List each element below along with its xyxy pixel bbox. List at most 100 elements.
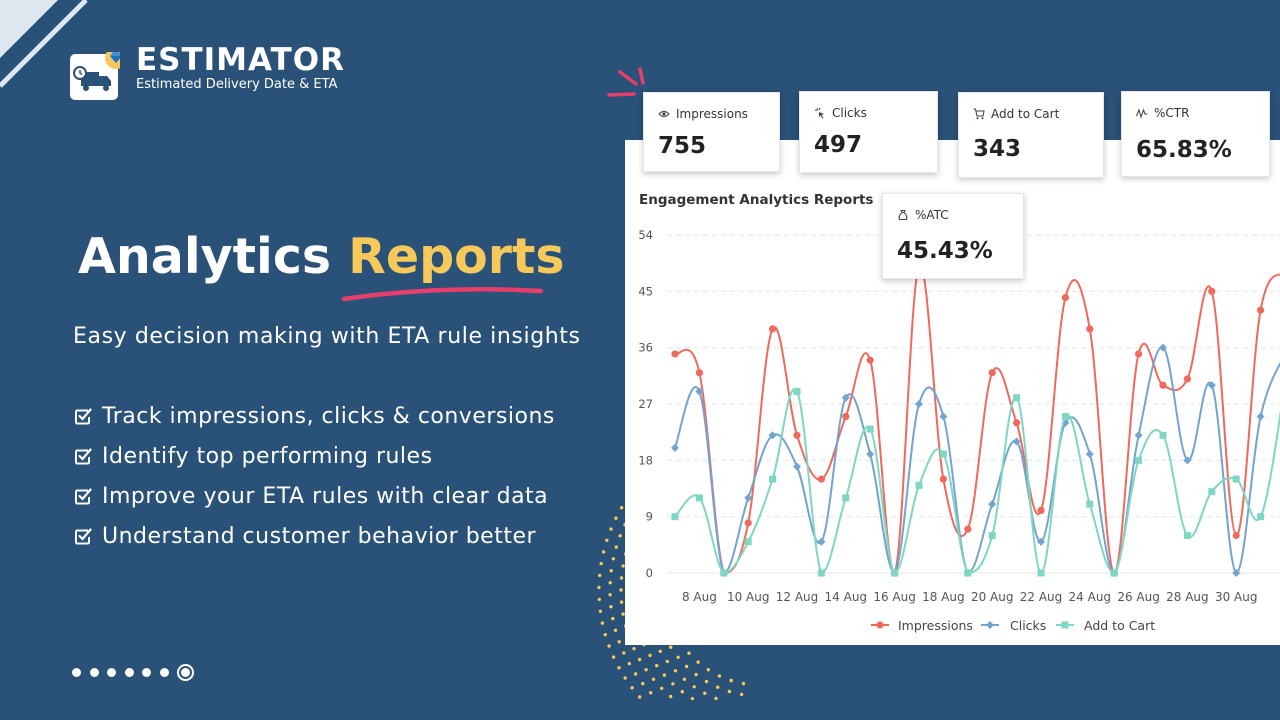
brand: ESTIMATOR Estimated Delivery Date & ETA [70,42,345,102]
data-point-add_to_cart [1110,569,1118,577]
y-tick-label: 27 [638,397,653,411]
decorative-dot [690,697,695,700]
decorative-dot [609,569,613,573]
y-tick-label: 9 [646,510,653,524]
pager-dot[interactable] [107,668,116,677]
y-tick-label: 0 [646,566,653,580]
feature-text: Track impressions, clicks & conversions [102,403,555,429]
data-point-clicks [1134,431,1143,440]
checkbox-check-icon [75,448,92,465]
data-point-add_to_cart [817,569,825,577]
stat-label: Add to Cart [991,107,1060,121]
decorative-dot [717,674,722,678]
decorative-dot [665,659,669,664]
decorative-dot [660,686,664,690]
feature-text: Identify top performing rules [102,443,433,469]
pager-dot[interactable] [159,668,169,677]
checkbox-check-icon [75,408,92,425]
y-tick-label: 45 [638,284,653,298]
stat-card-impressions: Impressions 755 [643,92,780,172]
decorative-dot [614,516,618,520]
stat-card-add-to-cart: Add to Cart 343 [958,92,1104,178]
y-tick-label: 18 [638,453,653,467]
data-point-impressions [695,369,703,377]
feature-item: Understand customer behavior better [73,516,555,556]
decorative-dot [632,647,636,651]
decorative-dot [658,649,662,653]
decorative-dot [671,682,675,686]
pager-dot[interactable] [142,668,151,677]
data-point-add_to_cart [671,513,679,521]
data-point-add_to_cart [744,538,752,546]
pager-dot[interactable] [89,668,99,677]
stat-value: 343 [973,136,1022,162]
decorative-dot [611,655,616,659]
stat-card-atc: %ATC 45.43% [882,193,1024,279]
stat-label: Clicks [832,106,867,120]
data-point-clicks [817,537,826,546]
decorative-dot [599,561,603,566]
data-point-add_to_cart [1159,431,1167,439]
decorative-dot [641,681,645,686]
subtitle: Easy decision making with ETA rule insig… [73,324,581,349]
data-point-impressions [1061,293,1069,302]
pager-dot[interactable] [124,668,134,677]
data-point-add_to_cart [964,569,972,577]
decorative-dot [608,593,612,597]
decorative-dot [676,655,680,659]
decorative-dot [598,609,603,613]
decorative-dot [637,657,642,662]
x-tick-label: 28 Aug [1166,590,1209,604]
data-point-impressions [964,525,972,533]
data-point-clicks [1232,569,1241,577]
data-point-impressions [744,519,752,527]
x-tick-label: 8 Aug [682,590,717,604]
page-title-accent: Reports [348,228,565,285]
x-tick-label: 14 Aug [825,590,868,604]
decorative-dot [598,573,602,578]
decorative-dot [607,644,611,648]
pager-dot[interactable] [72,668,81,677]
decorative-dot [608,581,612,585]
decorative-dot [741,681,746,686]
decorative-dot [622,651,626,655]
data-point-clicks [988,500,997,509]
stat-card-clicks: Clicks 497 [799,91,938,173]
pager-dot-active[interactable] [177,664,194,681]
data-point-clicks [866,450,875,459]
data-point-add_to_cart [1013,394,1021,402]
decorative-dot [669,645,673,649]
decorative-dot [611,557,615,561]
legend-label: Clicks [1010,618,1046,633]
slide-pager [72,664,194,681]
decorative-dot [609,527,613,531]
decorative-dot [694,672,698,677]
money-bag-icon [898,210,908,221]
decorative-dot [651,677,656,681]
data-point-add_to_cart [1086,500,1094,508]
x-tick-label: 22 Aug [1020,590,1063,604]
stat-value: 45.43% [897,238,993,264]
stat-label: %CTR [1154,106,1190,120]
data-point-impressions [866,356,874,364]
stat-card-ctr: %CTR 65.83% [1121,91,1270,177]
decorative-dot [706,668,710,672]
decorative-dot [684,664,689,669]
decorative-dot [627,661,631,666]
data-point-add_to_cart [891,569,899,577]
decorative-dot [644,668,648,672]
stat-value: 497 [814,132,863,158]
data-point-impressions [1159,381,1167,389]
x-tick-label: 20 Aug [971,590,1014,604]
decorative-dot [611,616,615,621]
data-point-add_to_cart [1135,456,1143,464]
decorative-dot [623,676,627,680]
y-tick-label: 36 [638,341,653,355]
brand-name: ESTIMATOR [136,42,345,78]
stat-value: 65.83% [1136,137,1232,163]
x-tick-label: 10 Aug [727,590,770,604]
shopping-cart-icon [973,108,985,120]
data-point-add_to_cart [720,569,728,577]
data-point-impressions [793,431,801,439]
page-title: Analytics Reports [78,222,565,292]
